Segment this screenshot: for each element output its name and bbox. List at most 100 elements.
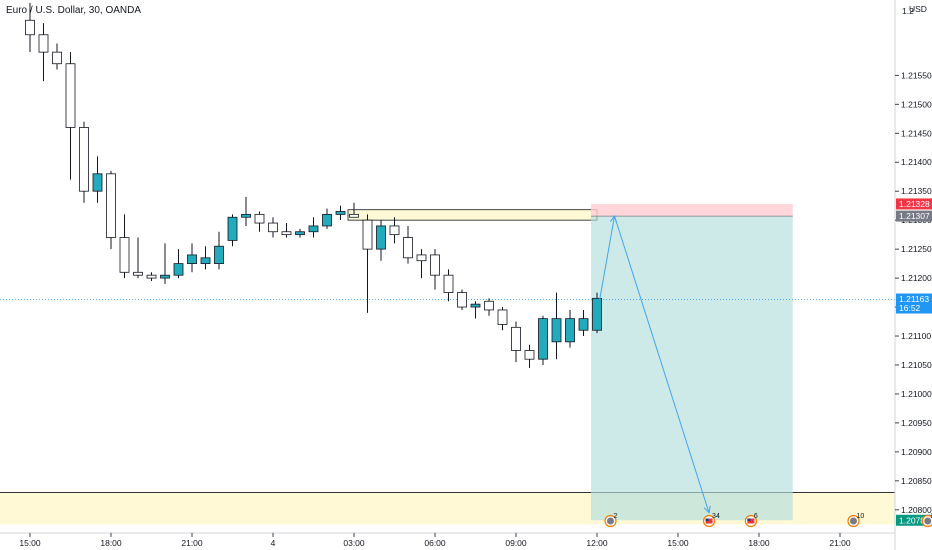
y-tick-label: 1.21550: [901, 70, 932, 80]
x-tick-label: 15:00: [19, 538, 41, 548]
candle-up: [335, 211, 346, 215]
candle-up: [92, 173, 103, 192]
currency-label[interactable]: USD: [909, 4, 927, 14]
candle-down: [268, 222, 278, 233]
x-tick-label: 18:00: [100, 538, 122, 548]
x-tick-label: 4: [271, 538, 276, 548]
projection-arrowhead: [609, 215, 618, 223]
candle-down: [79, 127, 89, 192]
price-tag-value: 1.21328: [899, 199, 930, 209]
event-flag-icon: [705, 518, 709, 521]
x-tick-label: 18:00: [748, 538, 770, 548]
candle-down: [430, 254, 440, 276]
stop-loss-area: [591, 203, 793, 217]
candle-down: [362, 219, 373, 250]
event-count: 6: [754, 513, 758, 520]
event-flag-icon: [747, 518, 751, 521]
price-tag-countdown: 16:52: [899, 303, 921, 313]
event-earnings-icon: [607, 517, 614, 525]
event-flag-icon: [747, 518, 755, 524]
candle-down: [511, 326, 521, 351]
x-tick-label: 21:00: [829, 538, 851, 548]
y-tick-label: 1.21350: [901, 186, 932, 196]
chart-title: Euro / U.S. Dollar, 30, OANDA: [6, 5, 141, 16]
candle-down: [524, 350, 535, 360]
y-tick-label: 1.21200: [901, 273, 932, 283]
event-count: 34: [712, 513, 720, 520]
event-count: 10: [857, 513, 865, 520]
y-axis-top-label: 1.2: [902, 6, 914, 16]
y-tick-label: 1.21000: [901, 389, 932, 399]
candle-up: [173, 263, 184, 276]
price-tag-value: 1.20782: [899, 515, 930, 525]
candle-down: [497, 309, 508, 325]
candle-down: [389, 225, 400, 236]
events-layer[interactable]: 2 34 6 10 20: [604, 513, 932, 528]
candle-up: [551, 318, 562, 343]
candle-up: [376, 225, 386, 250]
candle-down: [416, 254, 427, 262]
price-tag-value: 1.21307: [899, 211, 930, 221]
candle-down: [133, 271, 143, 276]
y-axis[interactable]: 1.21550 1.21500 1.21450 1.21400 1.21350 1.213…: [895, 70, 932, 515]
position-layer[interactable]: [0, 203, 895, 521]
event-flag-icon: [705, 518, 713, 524]
candle-down: [443, 274, 454, 293]
candle-up: [214, 245, 224, 265]
projection-layer[interactable]: [599, 215, 711, 514]
candle-down: [119, 237, 130, 273]
candle-down: [106, 173, 116, 238]
candle-up: [227, 216, 238, 241]
price-tag-value: 1.21163: [899, 294, 929, 304]
x-tick-label: 15:00: [667, 538, 689, 548]
price-tag: [896, 514, 932, 526]
x-tick-label: 03:00: [343, 538, 365, 548]
candle-up: [592, 297, 602, 331]
x-tick-label: 06:00: [424, 538, 446, 548]
x-tick-label: 21:00: [181, 538, 203, 548]
y-tick-label: 1.21500: [901, 99, 932, 109]
projection-arrowhead: [703, 505, 711, 514]
y-tick-label: 1.20900: [901, 447, 932, 457]
price-tag: [896, 210, 932, 222]
take-profit-area: [591, 216, 793, 521]
event-earnings-icon: [924, 517, 932, 525]
price-tag: [896, 293, 932, 314]
candle-down: [403, 237, 413, 259]
x-tick-label: 12:00: [586, 538, 608, 548]
y-tick-label: 1.20800: [901, 505, 932, 515]
event-count: 2: [614, 513, 618, 520]
candle-up: [322, 213, 332, 227]
candle-up: [538, 318, 548, 360]
candle-up: [578, 318, 589, 331]
candle-down: [457, 292, 467, 308]
y-tick-label: 1.20950: [901, 418, 932, 428]
candle-up: [241, 213, 251, 218]
resistance-zone: [347, 209, 598, 221]
candle-up: [470, 303, 481, 308]
candle-down: [349, 213, 359, 218]
candle-up: [187, 254, 197, 265]
candle-down: [38, 34, 49, 53]
candles-layer: [25, 2, 602, 368]
candle-up: [160, 274, 170, 279]
candle-down: [52, 51, 62, 65]
y-tick-label: 1.21450: [901, 128, 932, 138]
event-count: 20: [931, 513, 932, 520]
y-tick-label: 1.20850: [901, 476, 932, 486]
candle-down: [281, 231, 292, 236]
candle-down: [146, 274, 157, 279]
y-tick-label: 1.21050: [901, 360, 932, 370]
x-axis[interactable]: 15:00 18:00 21:00 4 03:00 06:00 09:00 12:00 15:0…: [19, 533, 851, 548]
candle-up: [295, 231, 305, 236]
y-tick-label: 1.21250: [901, 244, 932, 254]
candle-down: [25, 19, 35, 36]
price-tag: [896, 198, 932, 210]
y-tick-label: 1.21100: [901, 331, 931, 341]
candle-up: [308, 225, 319, 233]
y-tick-label: 1.21400: [901, 157, 932, 167]
event-earnings-icon: [850, 517, 857, 525]
candle-down: [484, 300, 494, 311]
